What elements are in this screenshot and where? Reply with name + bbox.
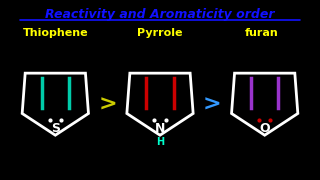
Text: H: H <box>156 137 164 147</box>
Text: O: O <box>260 122 270 135</box>
Text: N: N <box>155 122 165 135</box>
Text: >: > <box>98 94 117 114</box>
Text: Pyrrole: Pyrrole <box>137 28 183 38</box>
Text: >: > <box>203 94 222 114</box>
Text: Reactivity and Aromaticity order: Reactivity and Aromaticity order <box>45 8 275 21</box>
Text: Thiophene: Thiophene <box>22 28 88 38</box>
Text: S: S <box>51 122 60 135</box>
Text: furan: furan <box>244 28 278 38</box>
